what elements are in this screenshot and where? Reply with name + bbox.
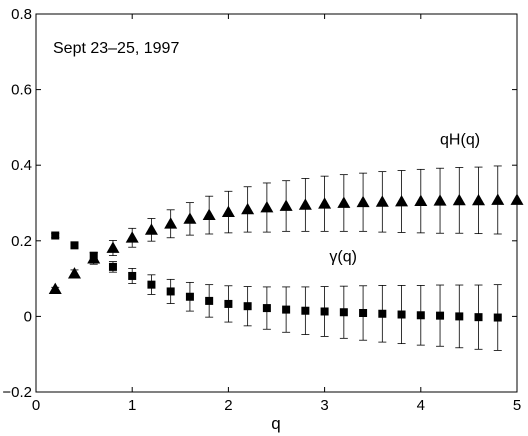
data-point-triangle (241, 202, 255, 215)
data-point-triangle (260, 201, 274, 213)
data-point-square (320, 307, 329, 316)
data-point-triangle (491, 193, 505, 205)
x-tick-label: 3 (320, 397, 328, 414)
data-point-triangle (279, 199, 293, 211)
y-tick-label: 0 (24, 308, 32, 325)
series-label: qH(q) (440, 131, 480, 148)
y-tick-label: 0.2 (11, 233, 32, 250)
data-point-square (339, 308, 348, 317)
data-point-triangle (67, 267, 81, 279)
data-point-square (493, 313, 502, 322)
data-point-square (128, 271, 137, 280)
data-point-square (243, 302, 252, 311)
data-point-square (378, 309, 387, 318)
data-point-square (282, 305, 291, 314)
data-point-square (436, 311, 445, 320)
data-point-triangle (452, 193, 466, 206)
data-point-square (166, 287, 175, 296)
y-tick-label: 0.4 (11, 157, 32, 174)
x-tick-label: 2 (224, 397, 232, 414)
data-point-square (262, 304, 271, 313)
series-gamma (51, 231, 502, 351)
y-tick-label: −0.2 (2, 384, 32, 401)
data-point-square (185, 292, 194, 301)
data-point-triangle (125, 231, 139, 243)
data-point-triangle (298, 198, 312, 210)
data-point-triangle (183, 212, 197, 224)
data-point-square (474, 313, 483, 322)
data-point-triangle (433, 194, 447, 206)
data-point-square (108, 262, 117, 271)
data-point-square (455, 312, 464, 321)
x-tick-label: 4 (417, 397, 425, 414)
data-point-square (70, 241, 79, 250)
x-tick-label: 5 (513, 397, 521, 414)
data-point-triangle (164, 217, 178, 229)
data-point-triangle (510, 193, 524, 205)
data-point-square (89, 251, 98, 260)
data-point-triangle (337, 196, 351, 208)
y-tick-label: 0.6 (11, 82, 32, 99)
data-point-triangle (395, 194, 409, 207)
data-point-square (301, 306, 310, 315)
data-point-triangle (375, 195, 389, 207)
data-point-square (397, 310, 406, 319)
data-point-square (416, 311, 425, 320)
x-tick-label: 0 (32, 397, 40, 414)
series-qH (48, 165, 524, 295)
data-point-triangle (472, 193, 486, 206)
data-point-square (224, 299, 233, 308)
plot-area: 0 1 2 3 4 5−0.200.20.40.60.8qH(q)γ(q) (2, 6, 524, 414)
data-point-square (147, 280, 156, 289)
data-point-square (51, 231, 60, 240)
series-label: γ(q) (329, 249, 357, 266)
data-point-triangle (318, 197, 332, 209)
y-tick-label: 0.8 (11, 6, 32, 23)
data-point-triangle (48, 282, 62, 295)
data-point-triangle (221, 205, 235, 217)
chart-annotation: Sept 23–25, 1997 (53, 40, 179, 57)
data-point-triangle (414, 194, 428, 206)
data-point-triangle (202, 208, 216, 220)
data-point-triangle (356, 195, 370, 208)
x-axis-label: q (271, 414, 280, 433)
data-point-square (205, 296, 214, 305)
data-point-square (359, 308, 368, 317)
x-tick-label: 1 (128, 397, 136, 414)
data-point-triangle (144, 223, 158, 235)
data-point-triangle (106, 241, 120, 253)
